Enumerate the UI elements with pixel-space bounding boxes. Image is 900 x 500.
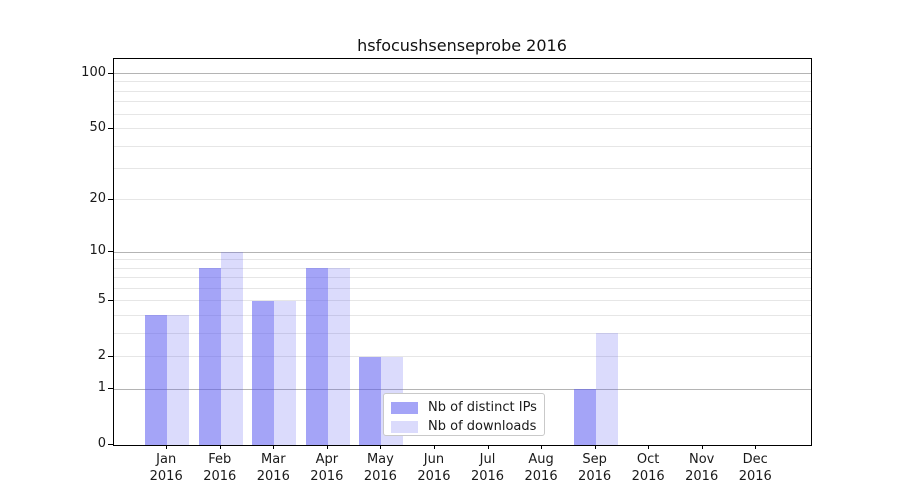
gridline-y-80 [114,90,811,92]
x-tick-label-feb: Feb 2016 [203,452,237,484]
y-tick-label-2: 2 [97,347,106,363]
x-tick-jun [433,445,435,449]
y-tick-label-100: 100 [81,64,106,80]
x-tick-label-jul: Jul 2016 [470,452,505,484]
legend-item-downloads: Nb of downloads [391,419,544,435]
y-tick-50 [108,127,113,129]
y-tick-0 [108,444,113,445]
x-tick-label-mar: Mar 2016 [256,452,290,484]
legend-item-distinct-ips: Nb of distinct IPs [391,400,544,416]
legend-label-downloads: Nb of downloads [428,419,537,434]
bar-downloads-jan [167,315,190,445]
y-tick-5 [108,299,113,301]
bar-distinct-ips-jan [145,315,168,445]
bar-downloads-sep [595,333,618,445]
gridlines-layer [114,59,811,445]
x-tick-label-jun: Jun 2016 [417,452,451,484]
legend-label-distinct-ips: Nb of distinct IPs [428,400,537,415]
y-tick-label-10: 10 [89,243,106,258]
gridline-y-50 [114,128,811,130]
legend-swatch-downloads [391,421,418,433]
gridline-y-1 [114,388,811,390]
gridline-y-5 [114,300,811,302]
x-tick-jan [166,445,168,449]
x-tick-label-oct: Oct 2016 [631,452,665,484]
legend: Nb of distinct IPs Nb of downloads [383,393,545,436]
legend-swatch-distinct-ips [391,402,418,414]
bar-distinct-ips-may [359,356,382,445]
gridline-y-60 [114,113,811,115]
gridline-y-100 [114,73,811,75]
gridline-y-7 [114,277,811,279]
gridline-y-90 [114,81,811,83]
bars-layer [114,59,811,445]
gridline-y-3 [114,332,811,334]
x-tick-mar [273,445,275,449]
gridline-y-4 [114,314,811,316]
x-tick-label-dec: Dec 2016 [738,452,772,484]
y-tick-1 [108,388,113,390]
y-tick-label-50: 50 [89,119,106,135]
x-tick-label-jan: Jan 2016 [149,452,183,484]
y-tick-10 [108,251,113,252]
x-tick-label-apr: Apr 2016 [310,452,344,484]
bar-downloads-feb [220,252,243,445]
x-tick-jul [487,445,489,449]
gridline-y-10 [114,251,811,253]
gridline-y-6 [114,287,811,289]
gridline-y-70 [114,101,811,103]
y-tick-label-20: 20 [89,190,106,206]
bar-distinct-ips-sep [573,389,596,445]
x-tick-label-sep: Sep 2016 [578,452,612,484]
gridline-y-30 [114,168,811,170]
gridline-y-2 [114,356,811,358]
y-tick-2 [108,355,113,357]
gridline-y-40 [114,145,811,147]
x-tick-aug [541,445,543,449]
bar-downloads-mar [274,300,297,445]
chart-title: hsfocushsenseprobe 2016 [357,36,567,55]
x-tick-label-nov: Nov 2016 [685,452,719,484]
x-tick-oct [648,445,650,449]
x-tick-nov [701,445,703,449]
gridline-y-8 [114,267,811,269]
y-tick-label-1: 1 [97,380,106,396]
x-tick-may [380,445,382,449]
bar-distinct-ips-mar [252,300,275,445]
y-tick-label-0: 0 [97,436,106,451]
x-tick-feb [219,445,221,449]
x-tick-dec [755,445,757,449]
gridline-y-9 [114,259,811,261]
gridline-y-20 [114,199,811,201]
x-tick-apr [326,445,328,449]
x-tick-label-may: May 2016 [363,452,397,484]
plot-area: Nb of distinct IPs Nb of downloads [113,58,812,446]
bar-downloads-apr [327,268,350,445]
x-tick-sep [594,445,596,449]
x-tick-label-aug: Aug 2016 [524,452,558,484]
y-tick-label-5: 5 [97,291,106,307]
bar-distinct-ips-feb [198,268,221,445]
bar-distinct-ips-apr [305,268,328,445]
y-tick-100 [108,72,113,74]
y-tick-20 [108,198,113,200]
